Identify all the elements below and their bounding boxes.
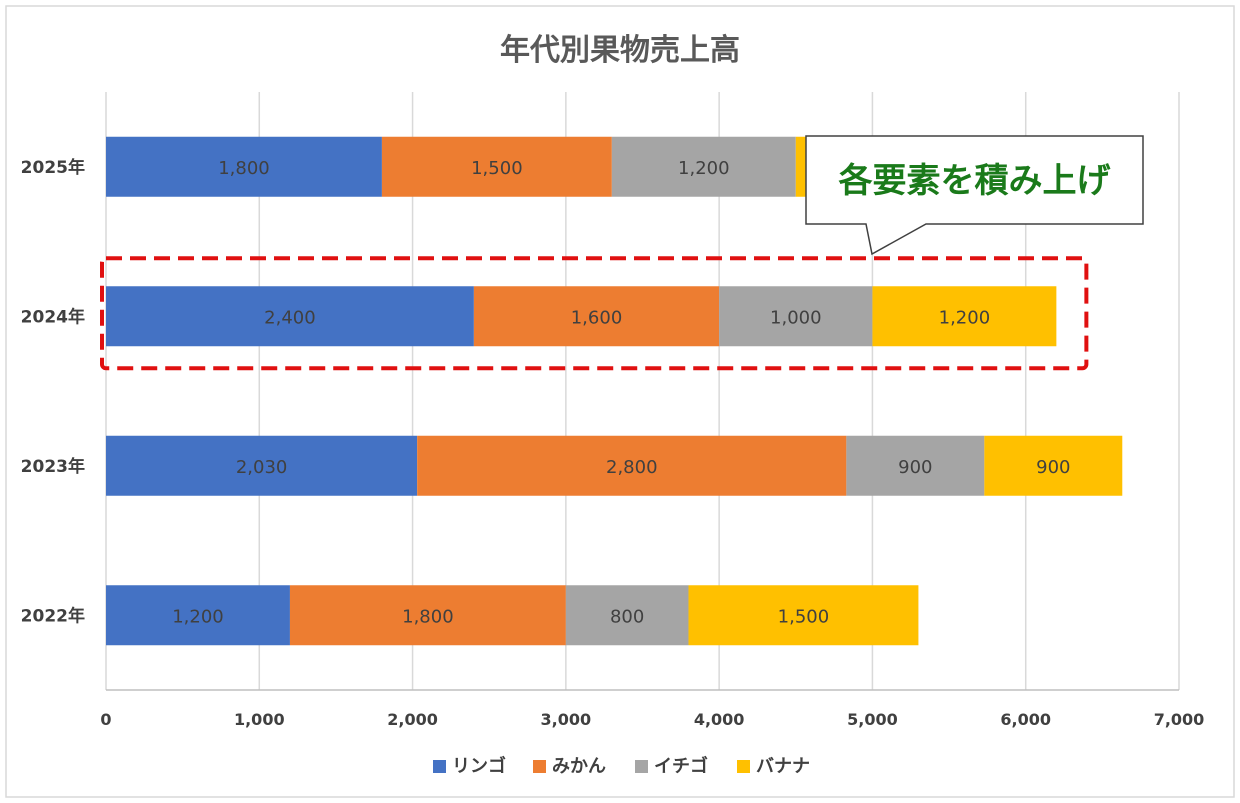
x-tick-label: 5,000 [847, 710, 898, 729]
highlight-box [100, 256, 1089, 371]
callout-text: 各要素を積み上げ [839, 161, 1111, 201]
y-tick-label: 2024年 [21, 306, 85, 327]
data-label: 1,500 [778, 606, 830, 627]
bar-segment [565, 585, 689, 646]
data-label: 1,200 [678, 158, 730, 179]
data-label: 2,400 [264, 307, 316, 328]
legend: リンゴ みかん イチゴ バナナ [433, 755, 810, 777]
chart-title: 年代別果物売上高 [500, 33, 740, 68]
bar-segment [611, 136, 796, 197]
legend-label: イチゴ [654, 755, 708, 777]
x-tick-label: 1,000 [234, 710, 285, 729]
data-label: 800 [610, 606, 644, 627]
bar-segment [719, 286, 873, 347]
callout: 各要素を積み上げ [805, 135, 1144, 256]
data-label: 1,800 [218, 158, 270, 179]
y-axis-labels: 2025年 2024年 2023年 2022年 [21, 157, 85, 627]
legend-swatch [737, 760, 750, 773]
callout-shape [805, 135, 1144, 256]
bar-segment [473, 286, 720, 347]
bar-segment [872, 286, 1057, 347]
y-tick-label: 2023年 [21, 456, 85, 477]
data-label: 900 [1036, 457, 1070, 478]
x-tick-label: 2,000 [387, 710, 438, 729]
legend-swatch [635, 760, 648, 773]
y-tick-label: 2022年 [21, 605, 85, 626]
x-tick-label: 3,000 [541, 710, 592, 729]
bar-segment [846, 435, 985, 496]
bar-segment [417, 435, 847, 496]
data-label: 2,030 [236, 457, 288, 478]
data-labels: 1,8001,5001,2001,0002,4001,6001,0001,200… [172, 158, 1070, 628]
x-tick-label: 7,000 [1154, 710, 1205, 729]
bar-segment [984, 435, 1123, 496]
data-label: 2,800 [606, 457, 658, 478]
data-label: 900 [898, 457, 932, 478]
bar-segment [106, 286, 474, 347]
data-label: 1,600 [571, 307, 623, 328]
data-label: 1,800 [402, 606, 454, 627]
bar-segment [106, 136, 382, 197]
x-tick-label: 0 [100, 710, 111, 729]
x-axis-labels: 0 1,000 2,000 3,000 4,000 5,000 6,000 7,000 [100, 710, 1204, 729]
chart-area [5, 5, 1235, 798]
legend-label: バナナ [756, 756, 810, 777]
bar-segment [381, 136, 612, 197]
data-label: 1,000 [770, 307, 822, 328]
legend-label: みかん [552, 756, 606, 777]
bar-segment [106, 435, 418, 496]
legend-swatch [433, 760, 446, 773]
legend-label: リンゴ [452, 755, 506, 777]
y-tick-label: 2025年 [21, 157, 85, 178]
bar-segment [106, 585, 290, 646]
legend-swatch [533, 760, 546, 773]
bar-segment [289, 585, 566, 646]
data-label: 1,500 [471, 158, 523, 179]
x-tick-label: 6,000 [1000, 710, 1051, 729]
bar-segment [688, 585, 919, 646]
data-label: 1,200 [939, 307, 991, 328]
data-label: 1,200 [172, 606, 224, 627]
x-tick-label: 4,000 [694, 710, 745, 729]
bars [106, 136, 1123, 646]
